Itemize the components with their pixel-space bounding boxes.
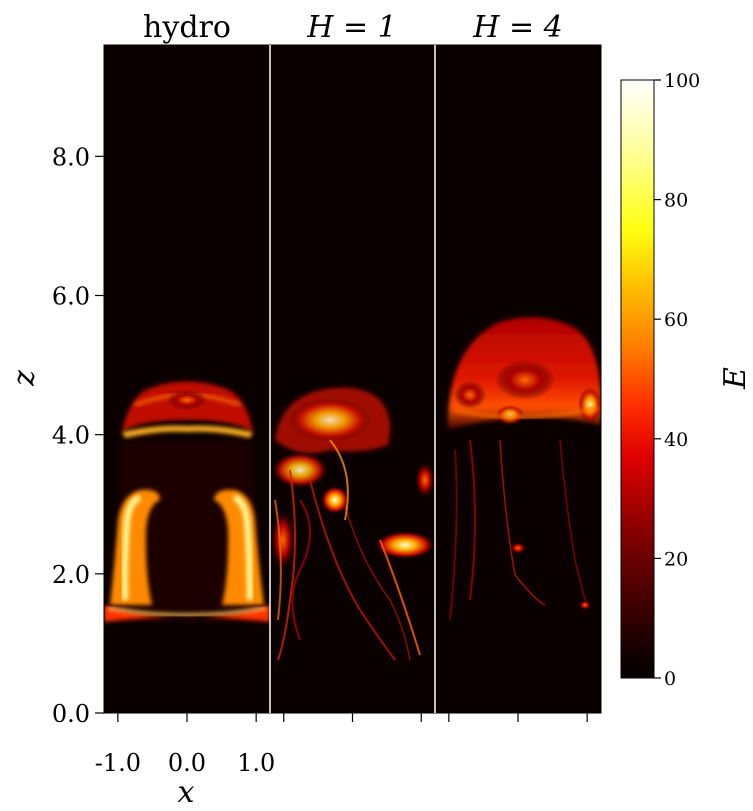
x-tick-label: 1.0: [237, 749, 275, 777]
colorbar-tick-label: 100: [664, 70, 700, 92]
x-axis-label: x: [178, 775, 195, 810]
panel-title-H1: H = 1: [306, 10, 396, 45]
y-axis-label: z: [7, 370, 42, 387]
y-axis: 0.0 2.0 4.0 6.0 8.0: [52, 143, 104, 728]
colorbar-tick-label: 20: [664, 548, 688, 570]
panel-H4-field: [448, 317, 601, 621]
y-tick-label: 6.0: [52, 283, 90, 311]
x-tick-label: -1.0: [95, 749, 141, 777]
y-tick-label: 4.0: [52, 422, 90, 450]
colorbar-label: E: [718, 367, 753, 390]
x-axis: -1.0 0.0 1.0: [95, 713, 588, 777]
colorbar-tick-label: 0: [664, 668, 676, 690]
colorbar-tick-label: 60: [664, 309, 688, 331]
y-tick-label: 0.0: [52, 700, 90, 728]
colorbar: [620, 79, 655, 679]
y-tick-label: 8.0: [52, 143, 90, 171]
y-tick-label: 2.0: [52, 561, 90, 589]
panel-title-hydro: hydro: [143, 10, 231, 45]
panel-hydro-field: [104, 381, 270, 622]
panel-H1-field: [271, 387, 435, 661]
colorbar-tick-label: 80: [664, 190, 688, 212]
panel-title-H4: H = 4: [472, 10, 562, 45]
colorbar-axis: 0 20 40 60 80 100: [654, 70, 700, 690]
colorbar-tick-label: 40: [664, 429, 688, 451]
x-tick-label: 0.0: [168, 749, 206, 777]
